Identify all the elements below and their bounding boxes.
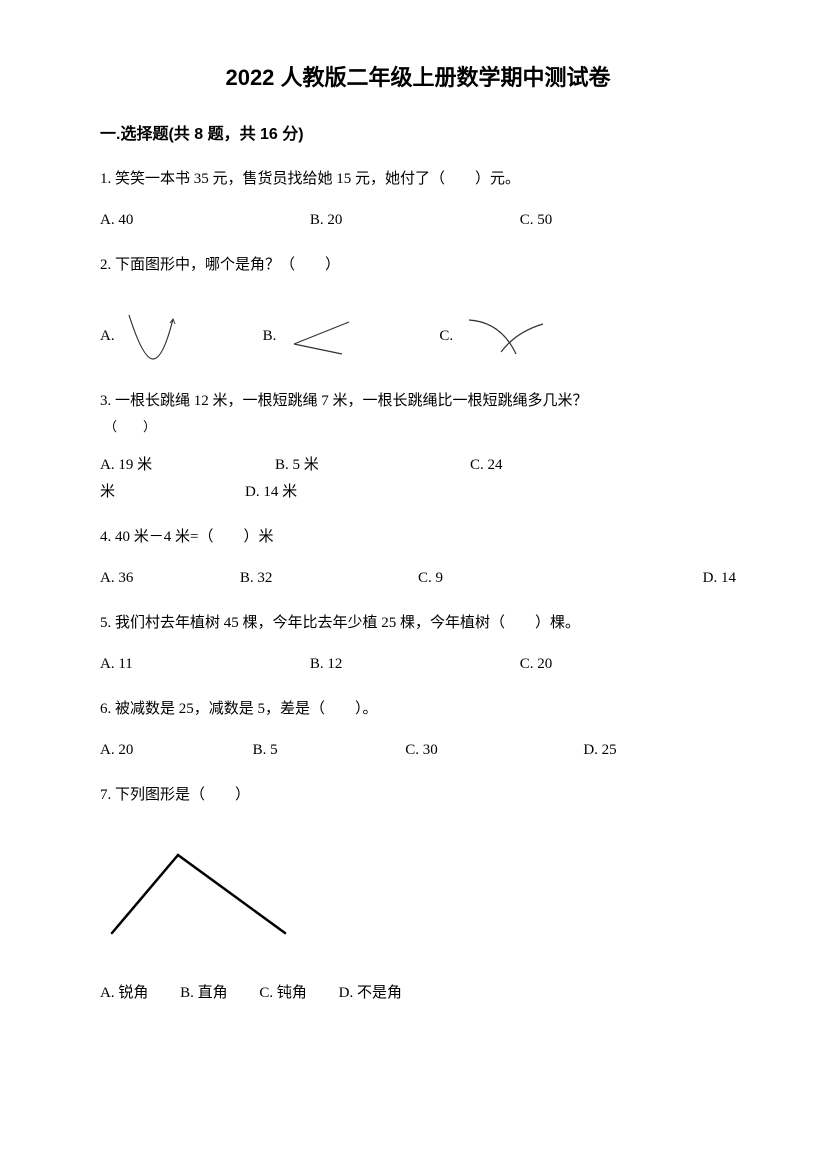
q2-label-b: B. — [263, 323, 277, 350]
q2-figure-b — [284, 314, 359, 359]
question-3: 3. 一根长跳绳 12 米，一根短跳绳 7 米，一根长跳绳比一根短跳绳多几米？ … — [100, 388, 736, 506]
q6-opt-a: A. 20 — [100, 737, 253, 764]
q5-opt-c: C. 20 — [520, 651, 730, 678]
q6-text: 6. 被减数是 25，减数是 5，差是（ ）。 — [100, 696, 736, 723]
section-header: 一.选择题(共 8 题，共 16 分) — [100, 120, 736, 144]
q2-figure-a — [123, 309, 183, 364]
q7-options: A. 锐角 B. 直角 C. 钝角 D. 不是角 — [100, 980, 736, 1007]
q3-opt-b: B. 5 米 — [275, 452, 470, 479]
q3-text: 3. 一根长跳绳 12 米，一根短跳绳 7 米，一根长跳绳比一根短跳绳多几米？ — [100, 388, 736, 415]
question-2: 2. 下面图形中，哪个是角？（ ） A. B. C. — [100, 252, 736, 364]
q2-label-a: A. — [100, 323, 115, 350]
q6-opt-d: D. 25 — [583, 737, 736, 764]
q7-opt-d: D. 不是角 — [339, 985, 402, 1001]
q5-options: A. 11 B. 12 C. 20 — [100, 651, 736, 678]
q2-option-a: A. — [100, 309, 183, 364]
question-4: 4. 40 米－4 米=（ ）米 A. 36 B. 32 C. 9 D. 14 — [100, 524, 736, 592]
q7-opt-c: C. 钝角 — [259, 985, 307, 1001]
q3-opt-c: C. 24 — [470, 452, 503, 479]
q3-line2a: 米 — [100, 479, 245, 506]
q4-opt-d: D. 14 — [596, 565, 736, 592]
q3-options: A. 19 米 B. 5 米 C. 24 米 D. 14 米 — [100, 452, 736, 506]
q2-label-c: C. — [439, 323, 453, 350]
q7-opt-a: A. 锐角 — [100, 985, 148, 1001]
q1-text: 1. 笑笑一本书 35 元，售货员找给她 15 元，她付了（ ）元。 — [100, 166, 736, 193]
q4-opt-a: A. 36 — [100, 565, 240, 592]
q1-opt-b: B. 20 — [310, 207, 520, 234]
question-1: 1. 笑笑一本书 35 元，售货员找给她 15 元，她付了（ ）元。 A. 40… — [100, 166, 736, 234]
q7-figure — [100, 845, 736, 940]
q4-opt-c: C. 9 — [418, 565, 596, 592]
question-7: 7. 下列图形是（ ） A. 锐角 B. 直角 C. 钝角 D. 不是角 — [100, 782, 736, 1007]
q2-figure-c — [461, 312, 551, 362]
q2-option-b: B. — [263, 314, 360, 359]
q7-opt-b: B. 直角 — [180, 985, 228, 1001]
q1-options: A. 40 B. 20 C. 50 — [100, 207, 736, 234]
q3-opt-d: D. 14 米 — [245, 479, 297, 506]
q6-opt-c: C. 30 — [405, 737, 583, 764]
q4-text: 4. 40 米－4 米=（ ）米 — [100, 524, 736, 551]
q7-angle-figure — [100, 845, 295, 940]
q1-opt-a: A. 40 — [100, 207, 310, 234]
q3-opt-a: A. 19 米 — [100, 452, 275, 479]
q2-option-c: C. — [439, 312, 551, 362]
q5-opt-a: A. 11 — [100, 651, 310, 678]
q3-paren: （ ） — [104, 415, 736, 438]
page-title: 2022 人教版二年级上册数学期中测试卷 — [100, 60, 736, 92]
question-6: 6. 被减数是 25，减数是 5，差是（ ）。 A. 20 B. 5 C. 30… — [100, 696, 736, 764]
q5-opt-b: B. 12 — [310, 651, 520, 678]
q6-options: A. 20 B. 5 C. 30 D. 25 — [100, 737, 736, 764]
q6-opt-b: B. 5 — [253, 737, 406, 764]
q1-opt-c: C. 50 — [520, 207, 730, 234]
q7-text: 7. 下列图形是（ ） — [100, 782, 736, 809]
q2-text: 2. 下面图形中，哪个是角？（ ） — [100, 252, 736, 279]
question-5: 5. 我们村去年植树 45 棵，今年比去年少植 25 棵，今年植树（ ）棵。 A… — [100, 610, 736, 678]
q5-text: 5. 我们村去年植树 45 棵，今年比去年少植 25 棵，今年植树（ ）棵。 — [100, 610, 736, 637]
q4-options: A. 36 B. 32 C. 9 D. 14 — [100, 565, 736, 592]
q4-opt-b: B. 32 — [240, 565, 418, 592]
q2-figures: A. B. C. — [100, 309, 736, 364]
